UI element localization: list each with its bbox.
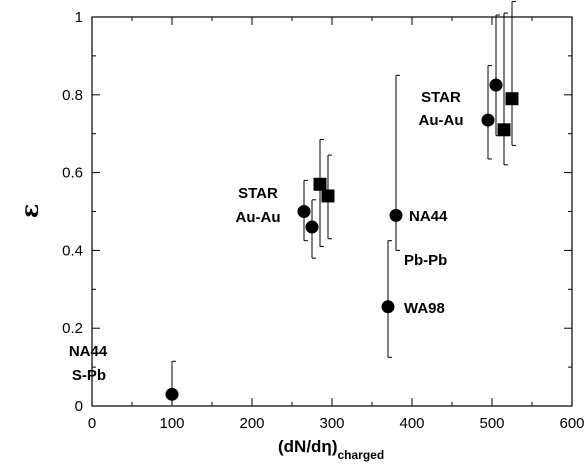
y-tick-label: 0.8	[62, 87, 83, 104]
annotation-na44-spb-line1: NA44	[69, 343, 108, 360]
annotation-pbpb: Pb-Pb	[404, 252, 447, 269]
data-point-circle	[381, 300, 395, 314]
data-point-circle	[297, 205, 311, 218]
y-tick-label: 0.2	[62, 320, 83, 337]
axis-tick-labels: 0 100 200 300 400 500 600 0 0.2 0.4 0.6 0.8 1	[62, 9, 584, 432]
data-point-circle	[305, 220, 319, 234]
y-tick-label: 0.6	[62, 165, 83, 182]
x-tick-label: 0	[88, 415, 96, 432]
error-bars	[171, 0, 516, 407]
plot-frame	[91, 16, 573, 407]
x-tick-label: 600	[559, 415, 584, 432]
data-point-square	[321, 189, 335, 203]
y-tick-label: 0	[75, 398, 83, 415]
data-point-circle	[481, 113, 495, 127]
data-point-circle	[489, 78, 503, 92]
annotation-na44-pbpb: NA44	[409, 208, 448, 225]
x-tick-label: 500	[479, 415, 504, 432]
axis-ticks	[91, 16, 573, 407]
data-markers	[165, 78, 519, 401]
data-point-square	[313, 177, 327, 191]
x-axis-title: (dN/dη)charged	[278, 437, 384, 462]
y-tick-label: 0.4	[62, 242, 83, 259]
data-point-circle	[389, 208, 403, 222]
x-tick-label: 100	[159, 415, 184, 432]
x-axis-title-main: (dN/dη)	[278, 437, 337, 456]
data-point-square	[497, 123, 511, 137]
annotation-star-top-line1: STAR	[421, 89, 461, 106]
data-point-square	[505, 92, 519, 106]
data-point-circle	[165, 387, 179, 401]
y-tick-label: 1	[75, 9, 83, 26]
x-axis-title-subscript: charged	[337, 448, 384, 462]
annotation-na44-spb-line2: S-Pb	[72, 367, 106, 384]
annotation-star-mid-line1: STAR	[238, 185, 278, 202]
y-axis-title: ε	[15, 204, 44, 219]
annotation-wa98: WA98	[404, 300, 445, 317]
x-tick-label: 300	[319, 415, 344, 432]
annotation-star-top-line2: Au-Au	[419, 112, 464, 129]
x-tick-label: 400	[399, 415, 424, 432]
annotation-star-mid-line2: Au-Au	[236, 209, 281, 226]
x-tick-label: 200	[239, 415, 264, 432]
